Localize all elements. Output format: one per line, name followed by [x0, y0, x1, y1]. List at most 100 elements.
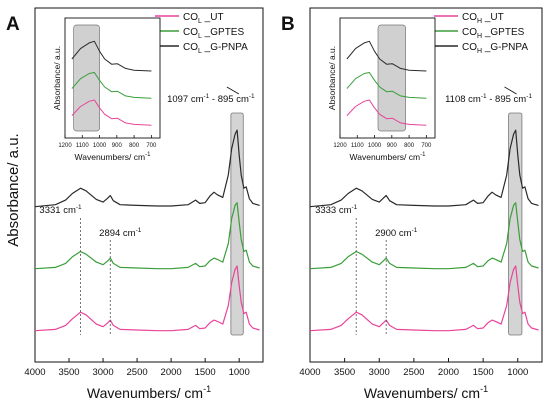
legend-entry-rest: _GPTES: [202, 27, 245, 38]
series-line: [309, 265, 539, 332]
legend-entry-sub: L: [198, 18, 202, 25]
legend-entry-sub: H: [477, 33, 482, 40]
x-tick-label: 2000: [438, 367, 459, 378]
inset-series-line: [346, 99, 427, 126]
inset-series-line: [346, 40, 427, 72]
legend-entry: COH _G-PNPA: [462, 42, 528, 55]
peak-annotation-text: 2894 cm: [99, 228, 136, 239]
inset-x-tick-label: 800: [129, 143, 140, 149]
range-annotation: 1108 cm-1 - 895 cm-1: [445, 93, 532, 105]
inset-x-tick-label: 1000: [368, 143, 382, 149]
peak-annotation-sup: -1: [136, 227, 142, 234]
range-annotation-text1: 1097 cm: [167, 94, 204, 105]
x-tick-label: 2000: [161, 367, 182, 378]
range-annotation-text1: 1108 cm: [445, 94, 481, 105]
inset-x-tick-label: 700: [421, 143, 432, 149]
panel-a: A 4000 3500 3000 2500 2000 1500 1000 Wavenumbers…: [6, 7, 264, 401]
legend-entry-rest: _UT: [202, 12, 224, 23]
range-annotation-sup2: -1: [249, 93, 255, 100]
x-tick-label: 1000: [507, 367, 528, 378]
legend-entry: COH _UT: [462, 12, 504, 25]
peak-annotation: 2900 cm-1: [375, 227, 418, 239]
legend-entry-main: CO: [462, 12, 477, 23]
inset-x-axis-label-sup: -1: [420, 152, 426, 158]
series-line: [34, 202, 260, 270]
x-tick-label: 2500: [403, 367, 424, 378]
inset-x-tick-label: 800: [404, 143, 415, 149]
legend-entry-rest: _UT: [482, 12, 504, 23]
x-tick-label: 1000: [229, 367, 250, 378]
inset-x-tick-label: 1200: [58, 143, 72, 149]
x-tick-label: 1500: [473, 367, 494, 378]
x-axis-label-sup: -1: [203, 384, 211, 394]
x-tick-label: 3000: [92, 367, 113, 378]
legend-entry-main: CO: [462, 42, 477, 53]
inset-x-tick-label: 1100: [351, 143, 365, 149]
legend-entry-sub: H: [477, 18, 482, 25]
range-arrow: [504, 86, 517, 95]
inset-highlight: [377, 24, 406, 132]
plot-frame: [309, 7, 543, 363]
legend-entry-main: CO: [183, 12, 198, 23]
x-axis-label: Wavenumbers/ cm-1: [87, 384, 211, 401]
peak-annotation-sup: -1: [412, 227, 418, 234]
inset-x-tick-label: 900: [387, 143, 398, 149]
peak-annotation-text: 2900 cm: [375, 228, 412, 239]
peak-annotation-sup: -1: [352, 204, 358, 211]
inset-x-tick-label: 1000: [93, 143, 107, 149]
range-annotation-sup1: -1: [481, 93, 487, 100]
legend-entry-main: CO: [462, 27, 477, 38]
legend-entry-sub: L: [198, 48, 202, 55]
range-arrow: [226, 86, 240, 95]
series-line: [309, 129, 539, 208]
inset-y-axis-label: Absorbance/ a.u.: [327, 46, 337, 110]
inset-x-tick-label: 700: [146, 143, 157, 149]
x-tick-label: 2500: [127, 367, 148, 378]
series-line: [34, 265, 260, 332]
inset-series-line: [71, 40, 152, 72]
panel-label: A: [6, 14, 20, 35]
peak-annotation-text: 3331 cm: [39, 205, 76, 216]
x-axis-label-main: Wavenumbers/ cm: [87, 385, 203, 401]
inset-x-axis-label-main: Wavenumbers/ cm: [350, 152, 421, 162]
x-axis-label-main: Wavenumbers/ cm: [364, 385, 480, 401]
legend-entry-sub: H: [477, 48, 482, 55]
legend-entry-sub: L: [198, 33, 202, 40]
inset-x-axis-label: Wavenumbers/ cm-1: [350, 152, 427, 162]
legend-entry-main: CO: [183, 27, 198, 38]
x-tick-label: 4000: [299, 367, 320, 378]
x-tick-label: 3500: [334, 367, 355, 378]
legend-entry: COH _GPTES: [462, 27, 525, 40]
inset-x-axis-label-main: Wavenumbers/ cm: [75, 152, 146, 162]
x-axis-label: Wavenumbers/ cm-1: [364, 384, 488, 401]
series-line: [309, 202, 539, 270]
range-annotation-sup2: -1: [526, 93, 532, 100]
panel-label: B: [281, 14, 295, 35]
inset-y-axis-label: Absorbance/ a.u.: [52, 46, 62, 110]
legend-entry: COL _GPTES: [183, 27, 244, 40]
inset-x-tick-label: 1100: [76, 143, 90, 149]
plot-frame: [34, 7, 264, 363]
inset-x-axis-label-sup: -1: [145, 152, 151, 158]
inset-series-line: [346, 72, 427, 99]
figure-ylabel: Absorbance/ a.u.: [5, 133, 22, 246]
legend-entry-main: CO: [183, 42, 198, 53]
legend-entry: COL _G-PNPA: [183, 42, 248, 55]
range-annotation-sup1: -1: [204, 93, 210, 100]
legend-entry: COL _UT: [183, 12, 224, 25]
peak-annotation-text: 3333 cm: [315, 205, 352, 216]
inset-x-tick-label: 1200: [333, 143, 347, 149]
range-annotation-text2: - 895 cm: [487, 94, 527, 105]
legend-entry-rest: _G-PNPA: [482, 42, 528, 53]
inset-highlight: [73, 24, 100, 132]
legend-entry-rest: _GPTES: [482, 27, 525, 38]
x-tick-label: 1500: [195, 367, 216, 378]
x-axis-label-sup: -1: [480, 384, 488, 394]
peak-annotation: 3333 cm-1: [315, 204, 358, 216]
x-tick-label: 3000: [369, 367, 390, 378]
peak-annotation: 2894 cm-1: [99, 227, 142, 239]
inset-x-axis-label: Wavenumbers/ cm-1: [75, 152, 152, 162]
x-tick-label: 4000: [24, 367, 45, 378]
panel-b: B 4000 3500 3000 2500 2000 1500 1000 Wavenumbers…: [281, 7, 543, 401]
